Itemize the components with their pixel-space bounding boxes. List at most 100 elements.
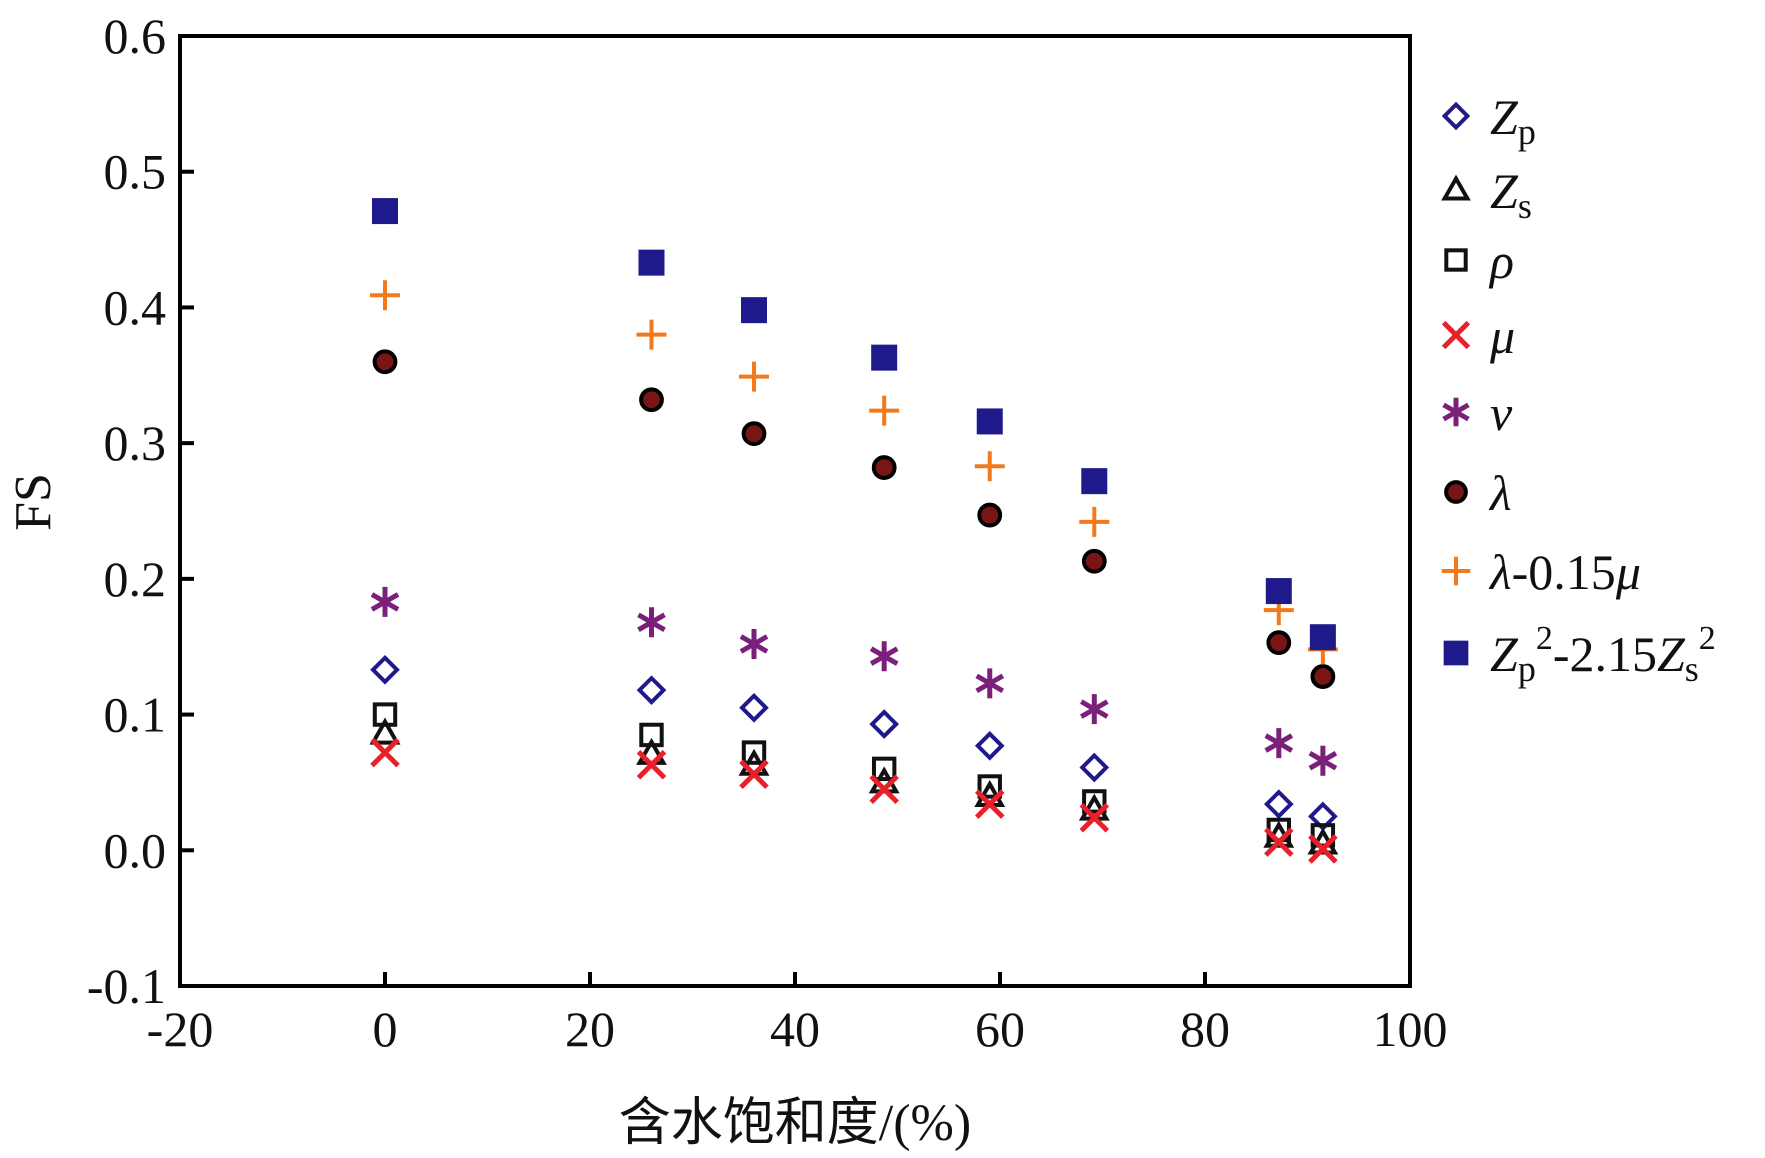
x-tick-label: 60 [975, 1001, 1025, 1057]
point-zcombo [1265, 578, 1292, 605]
y-tick-label: 0.4 [104, 279, 167, 335]
legend-item-lambda: λ [1444, 465, 1512, 521]
point-zp [739, 692, 769, 723]
point-nu [1264, 728, 1294, 759]
x-tick-label: 0 [373, 1001, 398, 1057]
series-nu [370, 586, 1338, 776]
point-rho [372, 702, 398, 727]
point-zp [370, 654, 400, 685]
y-tick-label: 0.5 [104, 144, 167, 200]
legend-label-mu: μ [1489, 308, 1515, 364]
legend-label-zp: Zp [1490, 89, 1536, 152]
point-lmu [636, 319, 667, 350]
point-nu [637, 607, 666, 638]
axis-ticks [178, 34, 1412, 988]
y-tick-label: -0.1 [87, 958, 166, 1014]
legend-item-rho: ρ [1444, 233, 1514, 289]
legend-marker-zs [1441, 174, 1471, 201]
y-tick-label: 0.3 [104, 415, 167, 471]
point-zcombo [976, 408, 1003, 435]
point-zcombo [741, 297, 767, 324]
point-lambda [1266, 630, 1292, 656]
point-mu [370, 737, 400, 768]
legend-marker-mu [1441, 320, 1471, 350]
point-zp [1079, 752, 1110, 783]
point-rho [1082, 789, 1107, 814]
legend-item-zp: Zp [1441, 89, 1536, 152]
legend-item-lmu: λ-0.15μ [1441, 544, 1641, 600]
point-lambda [871, 455, 897, 480]
legend-marker-rho [1444, 248, 1468, 272]
series-zs [369, 717, 1339, 855]
x-tick-label: 80 [1180, 1001, 1230, 1057]
point-mu [636, 750, 667, 780]
point-lambda [741, 421, 767, 447]
series-lmu [370, 280, 1338, 665]
legend-marker-zp [1441, 101, 1471, 131]
point-lmu [974, 451, 1005, 482]
plot-frame [178, 34, 1412, 988]
point-lambda [1081, 548, 1107, 574]
point-rho [871, 756, 897, 782]
series-lambda [372, 349, 1336, 689]
point-mu [869, 774, 899, 804]
x-tick-label: 20 [565, 1001, 615, 1057]
point-zcombo [372, 198, 398, 225]
point-lmu [869, 395, 900, 426]
point-nu [869, 641, 899, 672]
point-lmu [739, 361, 769, 392]
point-mu [1079, 802, 1110, 833]
data-points [369, 198, 1339, 864]
point-zp [974, 730, 1005, 761]
y-tick-label: 0.2 [104, 551, 167, 607]
legend-label-rho: ρ [1488, 233, 1514, 289]
legend-label-lambda: λ [1488, 465, 1512, 521]
point-nu [975, 668, 1005, 699]
series-mu [370, 737, 1338, 864]
point-zcombo [1081, 468, 1108, 495]
point-mu [1308, 834, 1338, 864]
point-zcombo [871, 344, 898, 371]
x-tick-label: 100 [1373, 1001, 1448, 1057]
point-nu [739, 629, 769, 659]
point-zp [869, 709, 900, 739]
y-axis-title: FS [5, 473, 62, 531]
series-zcombo [372, 198, 1336, 651]
point-mu [1264, 827, 1294, 857]
legend-item-nu: ν [1442, 385, 1513, 441]
point-nu [370, 586, 400, 617]
point-mu [739, 759, 769, 790]
point-lambda [639, 387, 664, 413]
series-zp [370, 654, 1338, 832]
legend-label-zcombo: Zp2-2.15Zs2 [1490, 620, 1716, 689]
point-rho [977, 774, 1002, 799]
legend-marker-zcombo [1443, 640, 1469, 666]
tick-labels: -20 0 20 40 60 80 100 -0.1 0.0 0.1 0.2 0.3 0.4 0.5 0.6 [87, 8, 1448, 1057]
y-tick-label: 0.1 [104, 687, 167, 743]
legend-label-lmu: λ-0.15μ [1488, 544, 1641, 600]
point-nu [1308, 745, 1338, 776]
legend-marker-lmu [1441, 556, 1471, 586]
legend-label-zs: Zs [1490, 163, 1532, 226]
point-zs [369, 717, 401, 745]
legend-marker-nu [1442, 397, 1470, 427]
legend-item-zs: Zs [1441, 163, 1532, 226]
legend-item-zcombo: Zp2-2.15Zs2 [1443, 620, 1716, 689]
legend-marker-lambda [1444, 480, 1468, 504]
point-lmu [370, 280, 400, 311]
x-tick-label: -20 [147, 1001, 214, 1057]
point-rho [741, 740, 767, 765]
y-tick-label: 0.0 [104, 822, 167, 878]
legend-item-mu: μ [1441, 308, 1515, 364]
point-lmu [1079, 506, 1110, 537]
x-tick-label: 40 [770, 1001, 820, 1057]
series-rho [372, 702, 1336, 848]
y-tick-label: 0.6 [104, 8, 167, 64]
point-zp [1263, 789, 1294, 819]
point-lambda [1310, 664, 1336, 689]
point-zcombo [638, 249, 665, 276]
x-axis-title: 含水饱和度/(%) [619, 1095, 971, 1152]
legend-label-nu: ν [1490, 385, 1513, 441]
